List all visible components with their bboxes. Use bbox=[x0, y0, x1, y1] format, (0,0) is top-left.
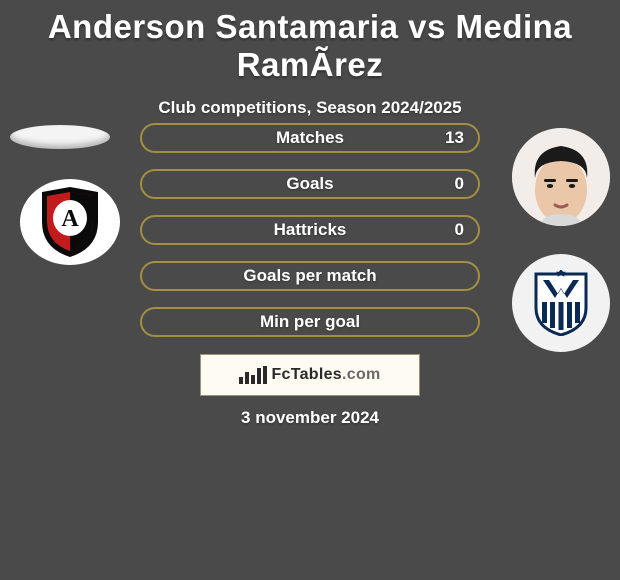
stat-value-right: 0 bbox=[455, 220, 464, 240]
stat-row: Goals0 bbox=[140, 169, 480, 199]
stats-table: Matches13Goals0Hattricks0Goals per match… bbox=[140, 123, 480, 353]
brand-name-suffix: .com bbox=[342, 366, 381, 383]
stat-value-right: 13 bbox=[445, 128, 464, 148]
brand-name-main: FcTables bbox=[271, 366, 342, 383]
brand-name: FcTables.com bbox=[271, 366, 380, 384]
stat-label: Hattricks bbox=[142, 220, 478, 240]
bar-chart-icon bbox=[239, 366, 267, 384]
stat-label: Min per goal bbox=[142, 312, 478, 332]
page-title: Anderson Santamaria vs Medina RamÃ­rez bbox=[0, 0, 620, 84]
svg-text:A: A bbox=[61, 206, 79, 232]
stat-label: Goals bbox=[142, 174, 478, 194]
stat-row: Matches13 bbox=[140, 123, 480, 153]
date-label: 3 november 2024 bbox=[0, 408, 620, 428]
page-subtitle: Club competitions, Season 2024/2025 bbox=[0, 98, 620, 118]
stat-label: Goals per match bbox=[142, 266, 478, 286]
monterrey-shield-icon bbox=[531, 270, 591, 336]
atlas-shield-icon: A bbox=[38, 186, 102, 258]
team-left-crest: A bbox=[20, 179, 120, 265]
stat-row: Min per goal bbox=[140, 307, 480, 337]
player-right-avatar bbox=[512, 128, 610, 226]
team-right-crest bbox=[512, 254, 610, 352]
stat-label: Matches bbox=[142, 128, 478, 148]
stat-row: Goals per match bbox=[140, 261, 480, 291]
player-face-icon bbox=[512, 128, 610, 226]
brand-badge: FcTables.com bbox=[200, 354, 420, 396]
stat-value-right: 0 bbox=[455, 174, 464, 194]
player-left-avatar bbox=[10, 125, 110, 149]
stat-row: Hattricks0 bbox=[140, 215, 480, 245]
